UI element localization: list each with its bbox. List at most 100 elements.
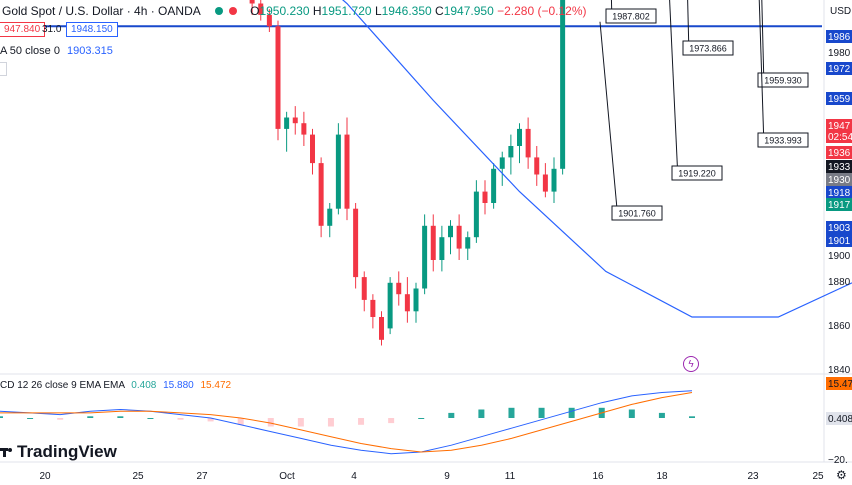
- macd-hist-bar[interactable]: [478, 409, 485, 419]
- ma-line[interactable]: [2, 0, 852, 318]
- macd-scale-label: 0.408: [828, 414, 852, 425]
- candle-body[interactable]: [396, 282, 402, 295]
- macd-hist-bar[interactable]: [418, 418, 425, 419]
- candle-body[interactable]: [482, 191, 488, 203]
- price-tag-box: [826, 173, 852, 186]
- candle-body[interactable]: [284, 117, 290, 129]
- candle-body[interactable]: [473, 191, 479, 238]
- candle-body[interactable]: [508, 146, 514, 158]
- time-axis-label: 16: [592, 471, 604, 482]
- ma-legend[interactable]: A 50 close 0 1903.315: [0, 45, 113, 57]
- macd-hist-bar[interactable]: [327, 418, 334, 427]
- candle-body[interactable]: [266, 14, 272, 27]
- buy-button[interactable]: 1948.150: [66, 22, 118, 37]
- settings-icon[interactable]: ⚙: [836, 468, 847, 482]
- macd-hist-bar[interactable]: [117, 416, 124, 418]
- candle-body[interactable]: [465, 237, 471, 249]
- time-axis-label: 18: [656, 471, 668, 482]
- candle-body[interactable]: [542, 174, 548, 192]
- macd-hist-bar[interactable]: [568, 407, 575, 418]
- callout-box[interactable]: [757, 132, 809, 148]
- candle-body[interactable]: [456, 225, 462, 249]
- macd-hist-bar[interactable]: [448, 412, 455, 418]
- candle-body[interactable]: [318, 163, 324, 226]
- macd-tag-box: [826, 412, 852, 425]
- candle-body[interactable]: [551, 168, 557, 192]
- price-tag-label: 02:54: [828, 132, 852, 143]
- price-tag-box: [826, 62, 852, 75]
- macd-hist-bar[interactable]: [57, 418, 64, 420]
- candle-body[interactable]: [404, 294, 410, 312]
- currency-label[interactable]: USD: [830, 6, 852, 17]
- candle-body[interactable]: [370, 299, 376, 317]
- signal-line[interactable]: [0, 392, 693, 453]
- time-axis-label: 9: [444, 471, 450, 482]
- callout-label: 1987.802: [612, 12, 650, 22]
- callout-box[interactable]: [611, 205, 663, 221]
- candle-body[interactable]: [301, 123, 307, 135]
- lightning-icon[interactable]: ϟ: [683, 356, 699, 372]
- tradingview-logo-icon: [0, 448, 12, 457]
- macd-hist-bar[interactable]: [297, 418, 304, 427]
- candle-body[interactable]: [448, 225, 453, 238]
- macd-hist-bar[interactable]: [27, 418, 34, 419]
- macd-hist-bar[interactable]: [689, 416, 695, 418]
- candle-body[interactable]: [430, 225, 436, 260]
- candle-body[interactable]: [413, 288, 419, 312]
- macd-legend[interactable]: CD 12 26 close 9 EMA EMA 0.408 15.880 15…: [0, 380, 231, 391]
- price-tag-label: 1947: [828, 121, 851, 132]
- candle-body[interactable]: [310, 134, 315, 164]
- macd-hist-bar[interactable]: [628, 409, 635, 419]
- macd-hist-bar[interactable]: [388, 418, 395, 424]
- candle-body[interactable]: [534, 157, 540, 175]
- candle-body[interactable]: [249, 0, 255, 4]
- candle-body[interactable]: [560, 0, 566, 169]
- candle-body[interactable]: [387, 282, 393, 329]
- symbol-title[interactable]: Gold Spot / U.S. Dollar · 4h · OANDA: [2, 4, 201, 18]
- candle-body[interactable]: [379, 317, 384, 340]
- ma-value: 1903.315: [67, 45, 113, 57]
- candle-body[interactable]: [292, 117, 298, 124]
- macd-hist-bar[interactable]: [237, 418, 244, 425]
- macd-hist-bar[interactable]: [87, 416, 94, 418]
- macd-hist-bar[interactable]: [267, 418, 274, 427]
- price-tag-label: 1930: [828, 175, 851, 186]
- candle-body[interactable]: [335, 134, 341, 209]
- candle-body[interactable]: [327, 208, 333, 226]
- candle-body[interactable]: [422, 225, 428, 289]
- macd-hist-bar[interactable]: [358, 418, 365, 425]
- macd-hist-bar[interactable]: [147, 418, 154, 419]
- candle-body[interactable]: [258, 3, 264, 15]
- candle-body[interactable]: [353, 208, 359, 278]
- macd-hist-bar[interactable]: [0, 416, 3, 418]
- callout-box[interactable]: [605, 8, 657, 24]
- macd-hist-bar[interactable]: [508, 407, 515, 418]
- price-tag-label: 1903: [828, 223, 851, 234]
- price-tag-box: [826, 146, 852, 159]
- candle-body[interactable]: [525, 128, 531, 158]
- candle-body[interactable]: [344, 134, 350, 209]
- callout-box[interactable]: [671, 165, 723, 181]
- candle-body[interactable]: [491, 168, 497, 203]
- candle-body[interactable]: [517, 128, 522, 146]
- price-tag-box: [826, 30, 852, 43]
- macd-hist-bar[interactable]: [538, 407, 545, 418]
- candle-body[interactable]: [499, 157, 505, 169]
- ohlc-c-label: C: [435, 4, 444, 18]
- macd-tag-box: [826, 377, 852, 390]
- macd-line[interactable]: [0, 390, 693, 455]
- candle-body[interactable]: [275, 26, 281, 129]
- callout-box[interactable]: [757, 72, 809, 88]
- sell-button[interactable]: 947.840: [0, 22, 46, 37]
- candle-body[interactable]: [361, 277, 367, 300]
- macd-hist-bar[interactable]: [207, 418, 214, 422]
- candle-body[interactable]: [439, 237, 445, 260]
- macd-hist-bar[interactable]: [177, 418, 184, 420]
- macd-hist-bar[interactable]: [658, 412, 665, 418]
- price-scale-label: 1860: [828, 321, 851, 332]
- macd-scale-label: 15.47: [828, 379, 852, 390]
- callout-box[interactable]: [682, 40, 734, 56]
- collapse-legend-toggle[interactable]: [0, 62, 7, 76]
- tradingview-logo[interactable]: TradingView: [0, 440, 117, 464]
